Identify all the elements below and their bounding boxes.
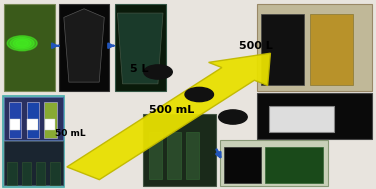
Bar xyxy=(5,5,55,91)
Text: 500 L: 500 L xyxy=(239,41,272,51)
Polygon shape xyxy=(67,53,270,180)
Bar xyxy=(59,5,109,91)
Circle shape xyxy=(185,87,214,102)
Circle shape xyxy=(144,65,172,79)
Bar xyxy=(45,119,55,130)
Bar xyxy=(167,132,180,179)
Circle shape xyxy=(13,39,31,48)
Circle shape xyxy=(219,110,247,124)
Bar xyxy=(8,162,17,184)
Bar xyxy=(10,119,20,130)
Circle shape xyxy=(16,40,28,46)
Bar xyxy=(143,114,216,186)
Bar xyxy=(5,141,62,185)
Bar xyxy=(257,93,371,139)
Bar xyxy=(257,4,371,91)
Bar xyxy=(3,96,64,187)
Bar xyxy=(44,102,56,138)
Text: 5 L: 5 L xyxy=(130,64,149,74)
Bar xyxy=(115,5,165,91)
Polygon shape xyxy=(117,13,163,84)
Bar xyxy=(186,132,199,179)
Bar xyxy=(9,102,21,138)
Bar xyxy=(22,162,31,184)
Bar xyxy=(50,162,59,184)
Circle shape xyxy=(7,36,37,51)
Bar xyxy=(36,162,45,184)
Bar xyxy=(310,14,353,85)
Bar xyxy=(261,14,304,85)
Bar xyxy=(27,119,38,130)
Bar xyxy=(5,97,62,140)
Polygon shape xyxy=(64,9,104,82)
Bar xyxy=(265,147,323,183)
Circle shape xyxy=(10,37,34,49)
Text: 500 mL: 500 mL xyxy=(149,105,194,115)
Bar xyxy=(149,132,162,179)
Bar xyxy=(224,147,261,183)
Bar xyxy=(27,102,39,138)
Text: 50 mL: 50 mL xyxy=(55,129,86,138)
Bar xyxy=(220,140,329,186)
Bar xyxy=(268,106,334,132)
